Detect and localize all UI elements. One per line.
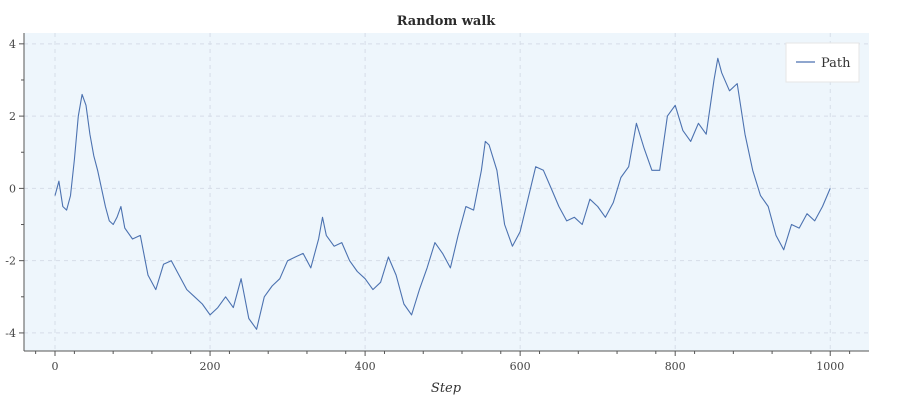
- y-tick-label: 0: [9, 182, 16, 195]
- chart-title: Random walk: [397, 14, 497, 29]
- plot-area: [24, 33, 869, 351]
- x-tick-label: 800: [665, 360, 686, 373]
- x-axis-label: Step: [431, 381, 462, 396]
- y-tick-label: -2: [5, 255, 16, 268]
- x-tick-label: 600: [510, 360, 531, 373]
- x-tick-label: 200: [200, 360, 221, 373]
- x-tick-label: 0: [52, 360, 59, 373]
- legend: Path: [785, 42, 860, 83]
- legend-entry-path: Path: [821, 56, 851, 71]
- series-line-0: [54, 57, 831, 330]
- y-tick-label: 2: [9, 110, 16, 123]
- x-tick-label: 400: [355, 360, 376, 373]
- axes: 0 200 400 600 800 1000 -4 -2 0 2 4: [5, 33, 869, 373]
- series-layer: [54, 57, 831, 330]
- y-tick-label: 4: [9, 38, 16, 51]
- grid: [24, 33, 869, 351]
- x-tick-label: 1000: [816, 360, 844, 373]
- y-tick-label: -4: [5, 327, 16, 340]
